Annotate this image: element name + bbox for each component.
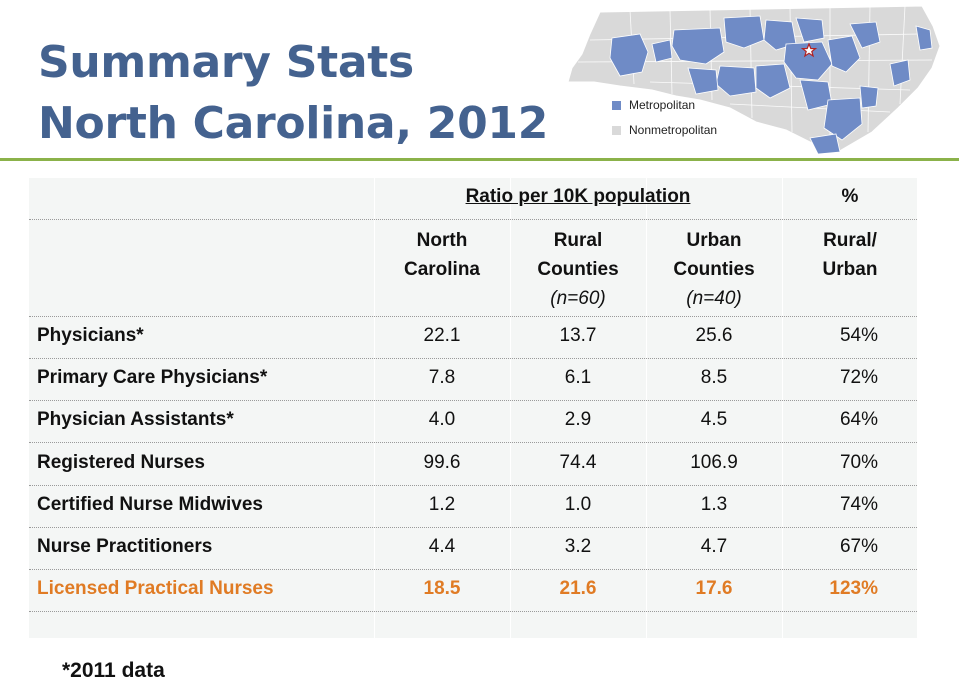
title-line-1: Summary Stats [38,37,414,88]
row-value-nc: 22.1 [423,325,461,346]
row-value-rural: 3.2 [564,536,592,557]
row-value-urban: 106.9 [690,451,738,473]
row-value-rural: 2.9 [564,409,592,431]
row-value-urban: 17.6 [695,578,733,600]
row-value-nc: 1.2 [428,493,456,515]
north-carolina-county-map [567,5,941,155]
row-value-pct: 72% [839,367,878,389]
row-value-pct: 74% [839,493,878,515]
page-title: Summary Stats North Carolina, 2012 [38,32,548,154]
row-value-pct: 64% [839,409,878,431]
title-line-2: North Carolina, 2012 [38,98,549,149]
row-value-nc: 99.6 [423,451,461,473]
title-divider [0,158,959,161]
legend-label: Metropolitan [629,98,696,112]
row-value-urban: 4.7 [700,536,728,557]
legend-swatch-icon [612,125,621,135]
legend-nonmetropolitan: Nonmetropolitan [612,123,717,137]
legend-label: Nonmetropolitan [629,123,718,137]
row-value-rural: 74.4 [559,451,597,473]
legend-metropolitan: Metropolitan [612,98,695,112]
ratio-group-header: Ratio per 10K population [465,186,691,207]
row-value-urban: 4.5 [700,409,728,431]
row-value-rural: 1.0 [564,493,592,515]
capital-star-icon [800,42,818,58]
row-value-pct: 123% [829,578,878,600]
row-value-nc: 4.0 [428,409,456,431]
summary-table: Ratio per 10K population % North Carolin… [29,178,917,638]
row-value-rural: 6.1 [564,367,592,389]
row-value-urban: 8.5 [700,367,728,389]
column-header-rural-urban-percent: Rural/ Urban [822,230,878,280]
row-label: Physicians* [37,325,144,346]
row-value-urban: 25.6 [695,325,733,346]
row-label: Nurse Practitioners [37,536,213,557]
column-header-urban-counties: Urban Counties (n=40) [673,230,755,309]
row-value-nc: 4.4 [428,536,456,557]
row-label: Licensed Practical Nurses [37,578,274,600]
legend-swatch-icon [612,100,621,110]
row-label: Certified Nurse Midwives [37,493,263,515]
column-header-north-carolina: North Carolina [403,230,481,280]
row-label: Registered Nurses [37,451,205,473]
row-value-rural: 13.7 [559,325,597,346]
row-label: Physician Assistants* [37,409,234,431]
percent-group-header: % [841,186,859,207]
row-value-nc: 7.8 [428,367,456,389]
column-header-rural-counties: Rural Counties (n=60) [537,230,619,309]
row-value-rural: 21.6 [559,578,597,600]
row-value-pct: 54% [839,325,878,346]
row-value-nc: 18.5 [423,578,461,600]
footnote: *2011 data [62,659,165,682]
row-value-urban: 1.3 [700,493,728,515]
row-value-pct: 70% [839,451,878,473]
row-label: Primary Care Physicians* [37,367,268,389]
row-value-pct: 67% [839,536,878,557]
